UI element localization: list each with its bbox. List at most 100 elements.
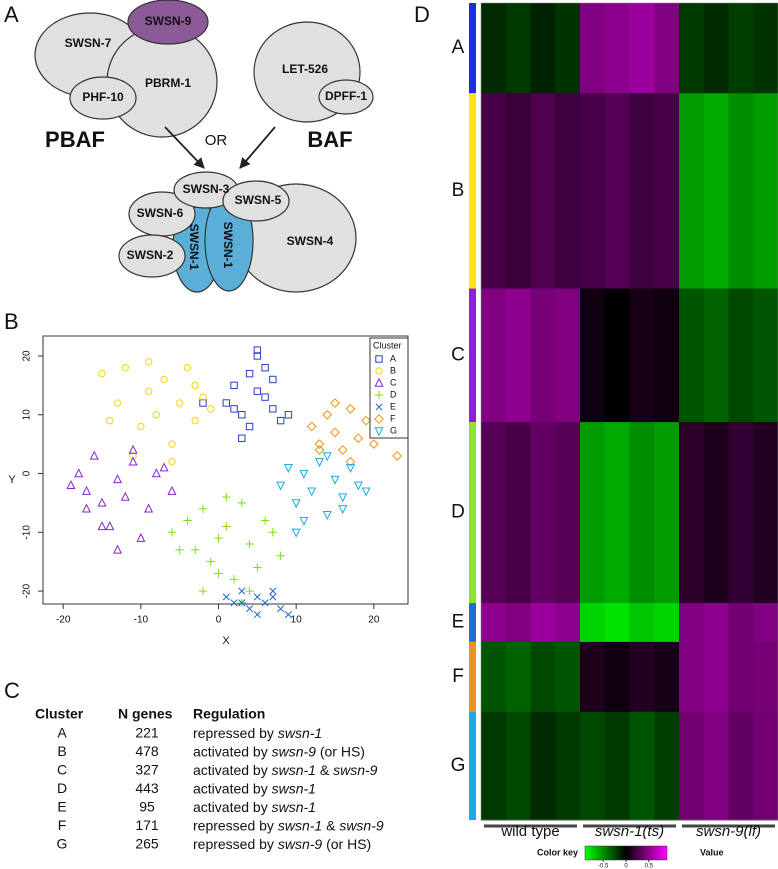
point (346, 463, 356, 473)
heatmap-cell (703, 422, 729, 604)
heatmap-cell (654, 3, 680, 94)
point (291, 499, 301, 509)
point (137, 422, 145, 431)
table-cell: activated by swsn-9 (or HS) (193, 743, 365, 759)
point (230, 381, 238, 390)
regulation-part: swsn-1 (272, 799, 316, 815)
heatmap-cell (679, 711, 705, 821)
heatmap-cell (679, 641, 705, 713)
point (269, 593, 277, 601)
point (322, 452, 332, 462)
point (299, 516, 309, 526)
heatmap-cell (555, 711, 581, 821)
heatmap-cell (604, 93, 630, 290)
x-tick-label: -20 (56, 615, 71, 626)
point (284, 411, 293, 419)
point (246, 605, 254, 613)
heatmap-cell (555, 3, 581, 94)
heatmap-cell (505, 288, 531, 423)
cluster-bar (469, 288, 476, 423)
regulation-part: swsn-9 (278, 836, 323, 852)
node-label: SWSN-9 (145, 14, 192, 28)
heatmap-cell (728, 288, 754, 423)
heatmap-cell (753, 3, 778, 94)
legend-marker (375, 367, 383, 375)
table-cell: D (57, 780, 67, 796)
point (368, 439, 379, 450)
panel-a-diagram: SWSN-7 PBRM-1 SWSN-9 PHF-10 LET-526 DPFF… (34, 0, 374, 293)
point (276, 416, 285, 425)
y-tick-label: 0 (22, 470, 33, 476)
point (144, 503, 154, 513)
legend-box (369, 337, 409, 439)
table-cell: B (57, 743, 66, 759)
heatmap-cell (654, 93, 680, 290)
key-tick-label: 0 (624, 864, 628, 869)
heatmap-cell (530, 711, 556, 821)
point (299, 469, 309, 479)
point (345, 456, 356, 467)
node (69, 76, 137, 120)
point (159, 462, 169, 472)
panel-letter: D (414, 2, 430, 27)
table-cell: 221 (135, 725, 159, 741)
table-cell: 478 (135, 743, 159, 759)
point (307, 487, 317, 497)
point (199, 393, 207, 401)
heatmap-cell (753, 641, 778, 713)
node-label: DPFF-1 (325, 89, 367, 103)
heatmap-cell (580, 422, 606, 604)
point (261, 599, 269, 607)
heatmap-cell (703, 288, 729, 423)
heatmap-cell (728, 422, 754, 604)
node (118, 234, 186, 278)
point (260, 516, 270, 525)
heatmap-cell (530, 603, 556, 643)
node-label: PHF-10 (82, 90, 124, 104)
table-cell: E (57, 799, 66, 815)
legend-marker (375, 403, 383, 411)
panel-letters: A B C D (4, 2, 430, 703)
point (330, 398, 340, 408)
heatmap-cell (481, 603, 507, 643)
regulation-part: repressed by (193, 725, 278, 741)
point (105, 521, 115, 531)
legend-label: D (390, 389, 397, 399)
point (306, 421, 317, 432)
point (230, 405, 238, 413)
legend-label: B (390, 365, 396, 375)
cluster-bar (469, 93, 476, 289)
heatmap-cell (580, 93, 606, 290)
heatmap-cell (505, 603, 531, 643)
point (191, 545, 200, 555)
table-cell: G (57, 836, 68, 852)
heatmap-cell (555, 603, 581, 643)
point (160, 375, 168, 384)
regulation-part: swsn-9 (333, 762, 378, 778)
point (214, 533, 223, 543)
node-label: SWSN-7 (65, 36, 112, 50)
point (214, 569, 223, 578)
point (322, 409, 333, 420)
heatmap-cell (505, 641, 531, 713)
point (353, 433, 364, 444)
heatmap-cell (728, 711, 754, 821)
point (238, 434, 246, 442)
point (268, 528, 278, 537)
legend-label: F (390, 413, 396, 423)
regulation-part: (or HS) (316, 743, 365, 759)
heatmap-cell (654, 641, 680, 713)
point (191, 381, 199, 390)
cluster-label: F (452, 666, 464, 687)
legend-marker (375, 355, 383, 363)
heatmap-cell (530, 3, 556, 94)
node-label: LET-526 (282, 62, 328, 76)
point (253, 352, 262, 360)
heatmap-cell (753, 422, 778, 604)
heatmap-cell (728, 3, 754, 94)
y-tick-label: 20 (22, 350, 33, 362)
point (337, 445, 348, 455)
table-cell: 171 (135, 817, 159, 833)
cluster-label: B (452, 180, 465, 201)
table-cell: repressed by swsn-9 (or HS) (193, 836, 371, 852)
